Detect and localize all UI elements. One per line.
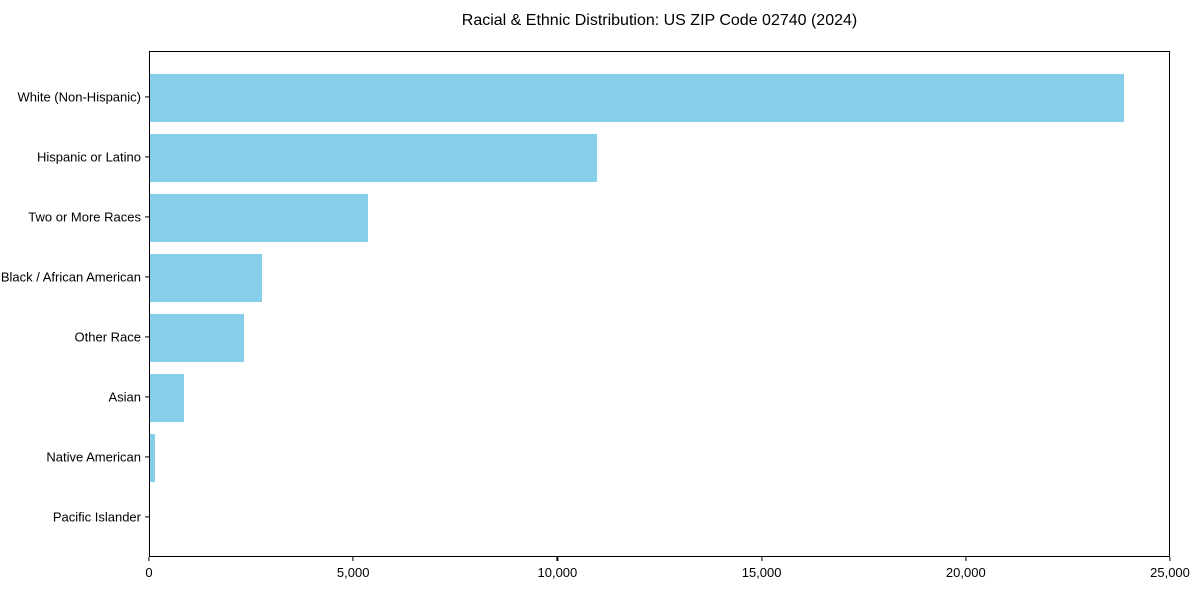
plot-area [149,51,1170,557]
x-tick-mark [148,557,150,561]
chart-title: Racial & Ethnic Distribution: US ZIP Cod… [461,12,858,29]
bar-asian [150,374,184,422]
bar-native-american [150,434,155,482]
x-tick-label: 0 [145,565,153,580]
y-tick-mark [145,396,149,398]
bar-black-african-american [150,254,262,302]
y-tick-mark [145,216,149,218]
y-tick-mark [145,516,149,518]
bar-hispanic-or-latino [150,134,598,182]
x-tick-mark [352,557,354,561]
bar-other-race [150,314,244,362]
y-tick-label: Two or More Races [28,209,141,225]
x-tick-label: 25,000 [1150,565,1190,580]
y-tick-label: Hispanic or Latino [36,149,141,165]
y-tick-mark [145,276,149,278]
y-tick-mark [145,336,149,338]
x-tick-mark [761,557,763,561]
y-tick-label: Native American [46,449,141,465]
bar-white-non-hispanic [150,74,1125,122]
y-tick-mark [145,156,149,158]
y-tick-label: Black / African American [0,269,141,285]
x-tick-label: 5,000 [336,565,370,580]
y-tick-mark [145,456,149,458]
y-tick-label: Pacific Islander [52,509,141,525]
y-tick-label: Other Race [74,329,141,345]
x-tick-mark [1169,557,1171,561]
x-tick-mark [556,557,558,561]
y-tick-label: Asian [108,389,141,405]
x-tick-mark [965,557,967,561]
y-tick-label: White (Non-Hispanic) [17,89,141,105]
x-tick-label: 20,000 [945,565,986,580]
x-tick-label: 15,000 [741,565,782,580]
bar-two-or-more-races [150,194,369,242]
y-tick-mark [145,96,149,98]
x-tick-label: 10,000 [537,565,578,580]
